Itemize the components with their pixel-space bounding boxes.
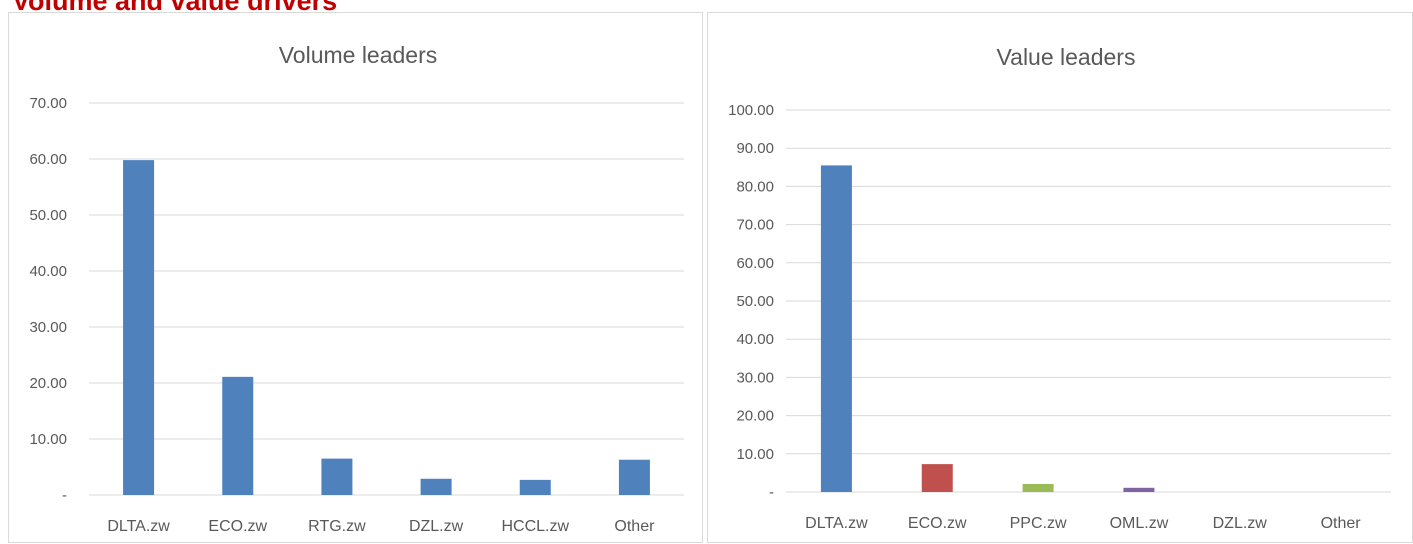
value-leaders-chart-panel: Value leaders - 10.00 20.00 30.00 40.00 50.00 6… [707,12,1413,543]
bar-rtg-zw [321,458,353,495]
y-tick-label: 50.00 [736,293,774,310]
y-tick-label: 30.00 [29,319,67,336]
bar-dlta-zw [123,160,155,495]
bar-hccl-zw [519,479,551,495]
y-tick-label: 80.00 [736,178,774,195]
y-tick-label: 90.00 [736,140,774,157]
bar-other [618,459,650,495]
bar-eco-zw [921,464,953,492]
y-tick-label: 40.00 [736,331,774,348]
x-category-label: RTG.zw [308,518,366,535]
bar-ppc-zw [1022,483,1054,492]
x-category-label: ECO.zw [908,515,967,532]
y-tick-label: 70.00 [736,217,774,234]
x-category-label: DZL.zw [1213,515,1268,532]
bar-dlta-zw [820,165,852,492]
x-category-label: Other [1321,515,1362,532]
chart-title: Value leaders [997,44,1136,70]
x-category-label: HCCL.zw [501,518,569,535]
x-category-label: OML.zw [1110,515,1169,532]
y-tick-label: 10.00 [736,446,774,463]
x-category-label: Other [614,518,655,535]
bar-oml-zw [1123,487,1155,492]
y-tick-label: 60.00 [29,151,67,168]
x-category-label: DZL.zw [409,518,464,535]
chart-title: Volume leaders [279,42,438,68]
y-tick-label: 100.00 [728,102,774,119]
x-category-label: ECO.zw [208,518,267,535]
y-tick-label: 20.00 [29,375,67,392]
bar-dzl-zw [420,478,452,495]
y-tick-label: 70.00 [29,95,67,112]
y-tick-label: 20.00 [736,408,774,425]
y-tick-label: 30.00 [736,369,774,386]
y-tick-label: 50.00 [29,207,67,224]
x-category-label: DLTA.zw [107,518,170,535]
volume-leaders-chart-panel: Volume leaders - 10.00 20.00 30.00 40.00 50.00… [8,12,703,543]
volume-leaders-chart: Volume leaders - 10.00 20.00 30.00 40.00 50.00… [29,42,684,535]
y-tick-label: 10.00 [29,431,67,448]
x-category-label: PPC.zw [1010,515,1067,532]
value-leaders-chart: Value leaders - 10.00 20.00 30.00 40.00 50.00 6… [728,44,1391,532]
y-tick-label: - [62,487,67,504]
y-tick-label: - [769,484,774,501]
y-tick-label: 40.00 [29,263,67,280]
x-category-label: DLTA.zw [805,515,868,532]
y-tick-label: 60.00 [736,255,774,272]
bar-eco-zw [222,376,254,495]
